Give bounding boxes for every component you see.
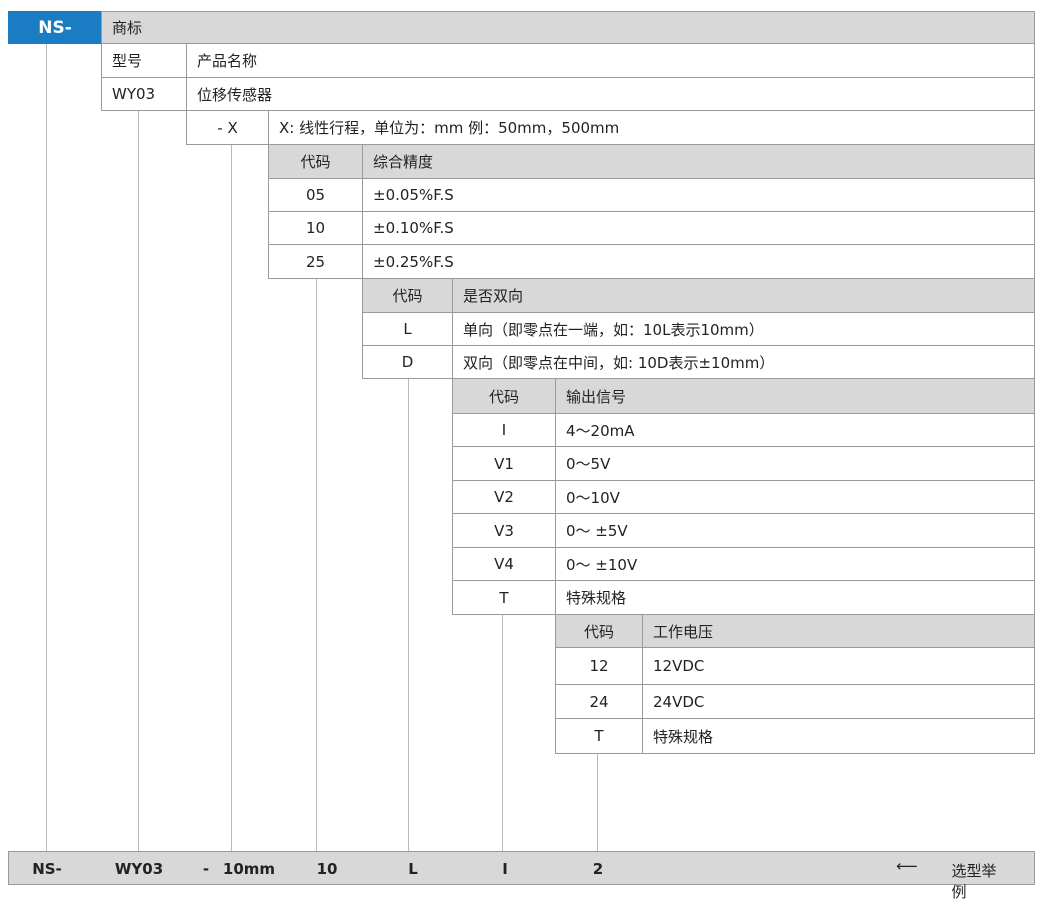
output-value: 0～10V <box>555 480 1035 514</box>
output-code: I <box>452 413 556 447</box>
voltage-header-name: 工作电压 <box>642 614 1035 648</box>
direction-header-name: 是否双向 <box>452 278 1035 313</box>
direction-value: 单向（即零点在一端，如：10L表示10mm） <box>452 312 1035 346</box>
voltage-code: T <box>555 718 643 754</box>
voltage-header-code: 代码 <box>555 614 643 648</box>
selection-example-bar: NS- WY03 - 10mm 10 L I 2 ⟵ 选型举例 <box>8 851 1035 901</box>
example-part: WY03 <box>114 860 164 878</box>
connector-line <box>231 144 232 851</box>
voltage-code: 24 <box>555 684 643 719</box>
example-part: 10mm <box>222 860 276 878</box>
accuracy-code: 05 <box>268 178 363 212</box>
accuracy-value: ±0.25%F.S <box>362 244 1035 279</box>
connector-line <box>502 614 503 851</box>
example-part: - <box>202 860 210 878</box>
brand-code: NS- <box>8 11 102 44</box>
brand-label: 商标 <box>101 11 1035 44</box>
voltage-value: 12VDC <box>642 647 1035 685</box>
accuracy-code: 25 <box>268 244 363 279</box>
model-name: 位移传感器 <box>186 77 1035 111</box>
accuracy-code: 10 <box>268 211 363 245</box>
output-code: T <box>452 580 556 615</box>
example-label: 选型举例 <box>951 862 997 901</box>
arrow-left-icon: ⟵ <box>896 857 918 875</box>
direction-code: D <box>362 345 453 379</box>
output-value: 0～5V <box>555 446 1035 481</box>
voltage-value: 24VDC <box>642 684 1035 719</box>
stroke-code: - X <box>186 110 269 145</box>
connector-line <box>316 278 317 851</box>
output-value: 0～ ±10V <box>555 547 1035 581</box>
output-value: 0～ ±5V <box>555 513 1035 548</box>
voltage-code: 12 <box>555 647 643 685</box>
example-part: L <box>408 860 418 878</box>
connector-line <box>138 110 139 851</box>
example-part: 10 <box>316 860 338 878</box>
model-header-name: 产品名称 <box>186 43 1035 78</box>
output-header-name: 输出信号 <box>555 378 1035 414</box>
accuracy-header-name: 综合精度 <box>362 144 1035 179</box>
model-code: WY03 <box>101 77 187 111</box>
connector-line <box>46 43 47 851</box>
output-header-code: 代码 <box>452 378 556 414</box>
direction-header-code: 代码 <box>362 278 453 313</box>
connector-line <box>408 378 409 851</box>
output-value: 4～20mA <box>555 413 1035 447</box>
stroke-desc: X: 线性行程，单位为：mm 例：50mm，500mm <box>268 110 1035 145</box>
output-value: 特殊规格 <box>555 580 1035 615</box>
direction-code: L <box>362 312 453 346</box>
example-part: NS- <box>32 860 62 878</box>
direction-value: 双向（即零点在中间，如: 10D表示±10mm） <box>452 345 1035 379</box>
accuracy-value: ±0.05%F.S <box>362 178 1035 212</box>
accuracy-value: ±0.10%F.S <box>362 211 1035 245</box>
connector-line <box>597 753 598 851</box>
output-code: V3 <box>452 513 556 548</box>
example-part: I <box>502 860 508 878</box>
output-code: V4 <box>452 547 556 581</box>
model-header-code: 型号 <box>101 43 187 78</box>
example-part: 2 <box>592 860 604 878</box>
voltage-value: 特殊规格 <box>642 718 1035 754</box>
output-code: V2 <box>452 480 556 514</box>
accuracy-header-code: 代码 <box>268 144 363 179</box>
output-code: V1 <box>452 446 556 481</box>
